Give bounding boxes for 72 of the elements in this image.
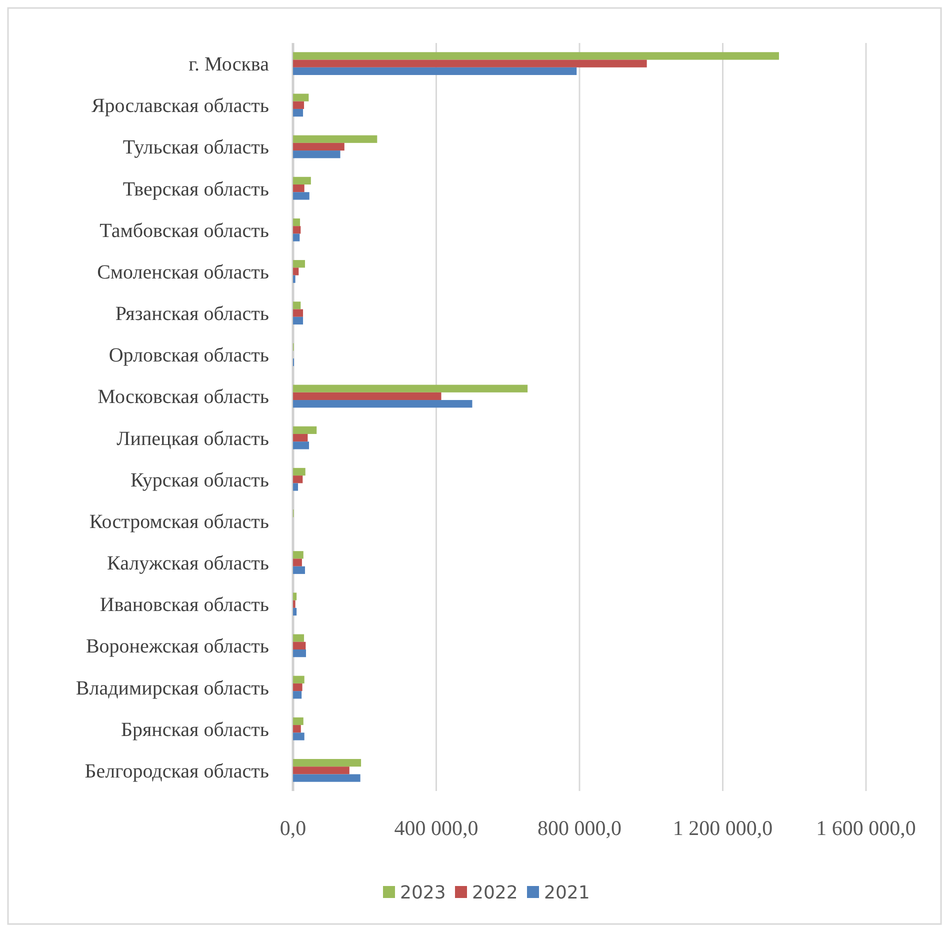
bar [293,192,310,200]
bar [293,150,340,158]
bar [293,260,305,268]
x-tick-label: 800 000,0 [538,816,622,840]
bar [293,135,378,143]
y-tick-label: Белгородская область [84,760,269,782]
bar [293,468,306,476]
bar [293,392,442,400]
y-tick-label: Воронежская область [86,636,269,658]
bar [293,67,577,76]
legend-label: 2022 [472,882,518,904]
bar [293,234,300,242]
bar [293,558,302,566]
bar [293,732,304,740]
bar [293,476,303,484]
bar [293,642,306,650]
bar [293,483,298,491]
x-tick-label: 1 600 000,0 [816,816,916,840]
bar [293,551,304,559]
bar [293,676,304,684]
bar [293,442,310,450]
x-tick-label: 400 000,0 [394,816,478,840]
bar [293,426,317,434]
bar [293,60,647,68]
y-tick-label: Калужская область [107,552,269,575]
bar [293,592,297,600]
y-tick-label: Тульская область [122,136,269,159]
bar [293,302,301,310]
bar [293,683,302,692]
y-tick-label: Орловская область [108,344,269,367]
y-tick-label: Курская область [130,469,269,492]
bar [293,608,297,616]
bar [293,184,304,192]
bar [293,774,360,782]
bar [293,226,301,234]
y-tick-label: Тверская область [122,178,269,200]
y-tick-label: Костромская область [89,510,269,533]
bar [293,52,779,60]
bar [293,94,309,102]
bar [293,218,300,226]
x-tick-label: 0,0 [280,816,306,840]
bar [293,691,302,699]
y-tick-label: Липецкая область [116,428,269,450]
bar [293,434,308,442]
y-tick-label: Ивановская область [100,594,269,616]
y-tick-label: Московская область [98,386,269,408]
bar [293,384,528,392]
bar [293,101,304,109]
bar [293,649,306,658]
legend-label: 2023 [400,882,446,904]
bar [293,108,304,117]
y-tick-label: Рязанская область [115,303,269,326]
bar [293,717,304,726]
y-tick-label: Ярославская область [91,95,269,118]
x-tick-label: 1 200 000,0 [672,816,773,840]
bar [293,634,304,642]
y-tick-label: Тамбовская область [100,220,269,242]
y-tick-label: Брянская область [120,718,269,741]
bar [293,400,472,408]
y-tick-label: Владимирская область [76,677,269,700]
bar [293,176,311,185]
bar [293,725,301,733]
bar [293,142,344,151]
y-tick-label: Смоленская область [97,261,269,284]
bar [293,268,299,276]
bar [293,309,304,317]
bar [293,566,305,574]
bar [293,758,362,767]
bar [293,316,304,324]
y-tick-label: г. Москва [188,54,270,76]
bar [293,766,350,774]
legend-label: 2021 [544,882,590,904]
